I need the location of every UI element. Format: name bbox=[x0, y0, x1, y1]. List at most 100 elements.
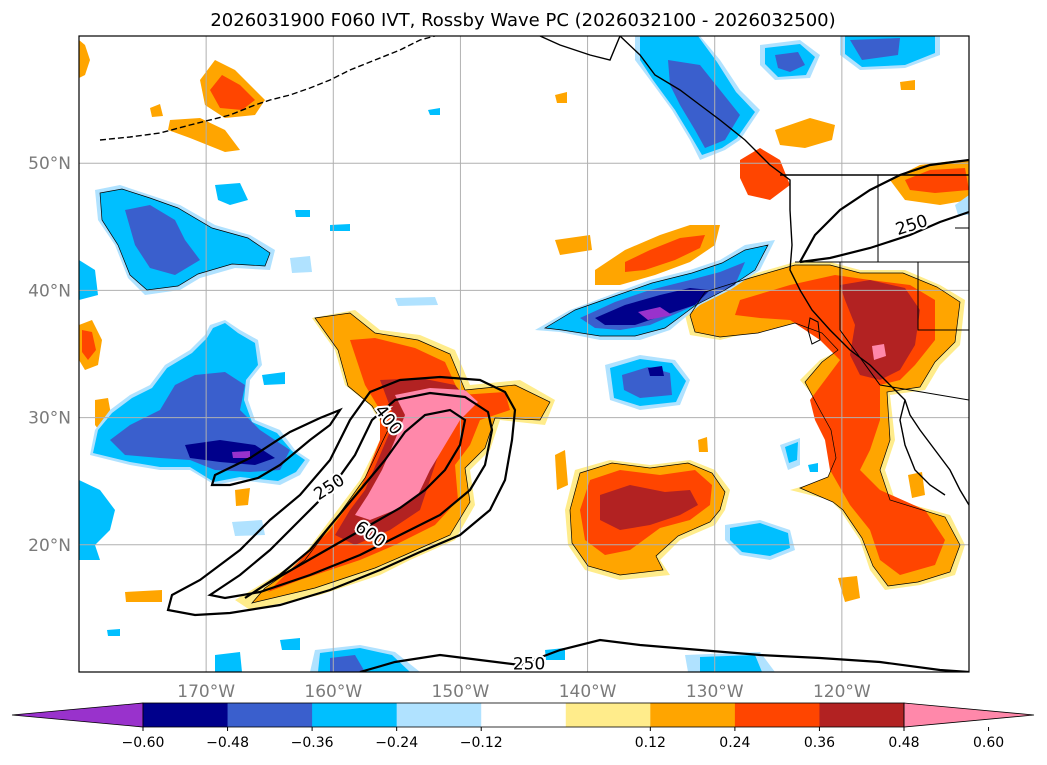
aleutian-red-blob bbox=[210, 75, 255, 110]
map-title: 2026031900 F060 IVT, Rossby Wave PC (202… bbox=[210, 10, 835, 31]
small-neg-12 bbox=[107, 629, 120, 636]
bc-neg-strong bbox=[668, 60, 740, 148]
us-mexico-border bbox=[879, 384, 969, 401]
contour-250-outer bbox=[166, 375, 517, 617]
lat-tick-label: 50°N bbox=[28, 154, 71, 174]
small-orange-5 bbox=[838, 576, 860, 602]
colorbar-segment bbox=[312, 703, 398, 727]
longitude-axis: 170°W 160°W 150°W 140°W 130°W 120°W bbox=[177, 682, 871, 702]
lon-tick-label: 140°W bbox=[559, 682, 617, 702]
small-orange-9 bbox=[900, 80, 915, 90]
lat-tick-label: 40°N bbox=[28, 281, 71, 301]
ca-darkred-core bbox=[840, 280, 920, 380]
alaska-coast bbox=[539, 36, 621, 61]
small-neg-3 bbox=[295, 210, 310, 217]
ca-pink-spot bbox=[872, 344, 886, 360]
east-neg-light-1 bbox=[955, 195, 969, 215]
state-border-2 bbox=[839, 262, 881, 386]
small-neg-10 bbox=[280, 638, 300, 650]
aleutian-islands bbox=[99, 36, 436, 141]
east-neg-mid-2 bbox=[785, 442, 798, 463]
colorbar-tick-label: −0.60 bbox=[122, 735, 165, 751]
colorbar-tick-label: 0.48 bbox=[888, 735, 919, 751]
small-neg-4 bbox=[330, 224, 350, 231]
west-edge-spot-red bbox=[82, 330, 96, 360]
baja-coast bbox=[899, 399, 946, 496]
small-neg-7 bbox=[79, 480, 115, 560]
small-orange-4 bbox=[698, 437, 708, 452]
coastline-layer bbox=[99, 36, 969, 506]
latitude-axis: 20°N 30°N 40°N 50°N bbox=[28, 154, 71, 556]
rossby-wave-contours bbox=[166, 158, 969, 672]
colorbar-segment bbox=[650, 703, 736, 727]
nepac-neg-deep bbox=[595, 288, 710, 325]
state-border-4 bbox=[917, 262, 969, 331]
colorbar-segment bbox=[143, 703, 229, 727]
contour-250-inner bbox=[210, 407, 343, 487]
colorbar-labels: −0.60 −0.48 −0.36 −0.24 −0.12 0.12 0.24 0.36 0.4… bbox=[122, 727, 1004, 751]
west-edge-orange bbox=[79, 40, 90, 78]
lon-tick-label: 120°W bbox=[813, 682, 871, 702]
small-orange-6 bbox=[908, 472, 925, 498]
small-neg-11 bbox=[215, 652, 242, 672]
small-neg-9 bbox=[232, 520, 265, 536]
contour-250-south bbox=[359, 638, 969, 672]
lon-tick-label: 160°W bbox=[304, 682, 362, 702]
contour-400 bbox=[207, 391, 494, 600]
south-neg-strong-2 bbox=[330, 655, 365, 672]
nne-neg-strong bbox=[850, 38, 900, 60]
graticule bbox=[79, 36, 969, 672]
bc-coast-orange bbox=[775, 118, 835, 148]
small-orange-7 bbox=[555, 92, 567, 103]
small-orange-8 bbox=[150, 104, 163, 117]
lon-tick-label: 150°W bbox=[432, 682, 490, 702]
subtrop-purple-spot bbox=[232, 451, 250, 458]
contour-600 bbox=[244, 408, 467, 599]
lat-tick-label: 20°N bbox=[28, 536, 71, 556]
nepac-spot bbox=[555, 235, 592, 255]
small-neg-1 bbox=[215, 183, 248, 205]
colorbar-frame bbox=[142, 702, 905, 728]
subtropical-darkred-core bbox=[600, 485, 698, 530]
small-neg-13 bbox=[428, 108, 440, 115]
colorbar-extend-low bbox=[11, 702, 144, 728]
map-frame bbox=[78, 35, 970, 673]
aleutian-orange-streak bbox=[168, 118, 240, 152]
colorbar-tick-label: 0.12 bbox=[635, 735, 666, 751]
small-orange-3 bbox=[555, 450, 568, 490]
colorbar-segment bbox=[227, 703, 313, 727]
small-neg-5 bbox=[395, 297, 438, 306]
contour-250-ne2 bbox=[799, 210, 969, 264]
nepac-neg-purple bbox=[638, 307, 672, 320]
colorbar-extend-high bbox=[903, 702, 1035, 728]
colorbar-tick-label: 0.24 bbox=[719, 735, 750, 751]
colorbar-tick-label: −0.12 bbox=[460, 735, 503, 751]
small-orange-2 bbox=[125, 590, 162, 602]
lon-tick-label: 170°W bbox=[177, 682, 235, 702]
small-orange-1 bbox=[235, 488, 250, 506]
ne-neg-strong bbox=[775, 52, 805, 72]
subtrop-deep-core bbox=[185, 440, 275, 465]
colorbar-segment bbox=[565, 703, 651, 727]
colorbar-segment bbox=[819, 703, 905, 727]
east-neg-light-3 bbox=[808, 463, 818, 472]
lat-tick-label: 30°N bbox=[28, 409, 71, 429]
south-neg-mid-1 bbox=[730, 523, 790, 556]
colorbar-segment bbox=[481, 703, 567, 727]
colorbar-tick-label: −0.48 bbox=[206, 735, 249, 751]
canada-red bbox=[905, 168, 969, 193]
colorbar bbox=[11, 702, 1035, 728]
mid-neg-deep bbox=[648, 366, 664, 376]
colorbar-tick-label: 0.60 bbox=[973, 735, 1004, 751]
contour-label: 250 bbox=[513, 654, 545, 674]
small-neg-6 bbox=[262, 372, 285, 385]
colorbar-tick-label: 0.36 bbox=[804, 735, 835, 751]
contour-250-ne bbox=[799, 158, 969, 263]
positive-contour-outlines bbox=[99, 188, 961, 604]
colorbar-tick-label: −0.36 bbox=[291, 735, 334, 751]
north-america-coast bbox=[619, 36, 969, 506]
colorbar-segment bbox=[734, 703, 820, 727]
nepac-red-streak bbox=[625, 235, 705, 272]
nw-strong-blob bbox=[125, 205, 200, 275]
